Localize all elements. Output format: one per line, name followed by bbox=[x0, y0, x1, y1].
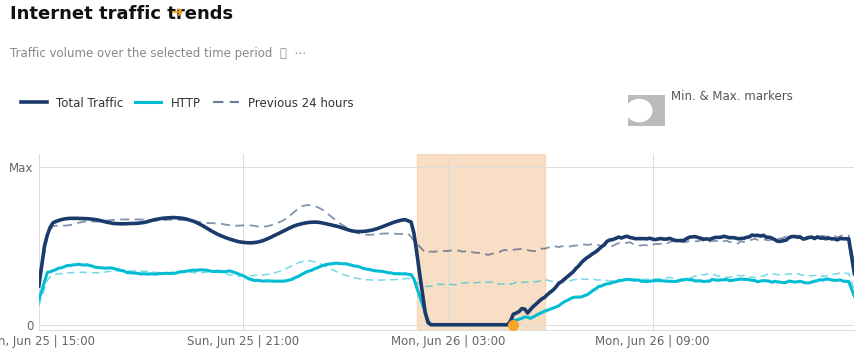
Text: ➜: ➜ bbox=[170, 5, 183, 20]
Circle shape bbox=[627, 100, 652, 121]
Text: Min. & Max. markers: Min. & Max. markers bbox=[671, 90, 793, 102]
Legend: Total Traffic, HTTP, Previous 24 hours: Total Traffic, HTTP, Previous 24 hours bbox=[16, 92, 358, 114]
Bar bbox=[417, 154, 545, 330]
FancyBboxPatch shape bbox=[621, 94, 671, 127]
Text: Internet traffic trends: Internet traffic trends bbox=[10, 5, 234, 23]
Text: Traffic volume over the selected time period  ⓘ  ⋯: Traffic volume over the selected time pe… bbox=[10, 47, 306, 60]
